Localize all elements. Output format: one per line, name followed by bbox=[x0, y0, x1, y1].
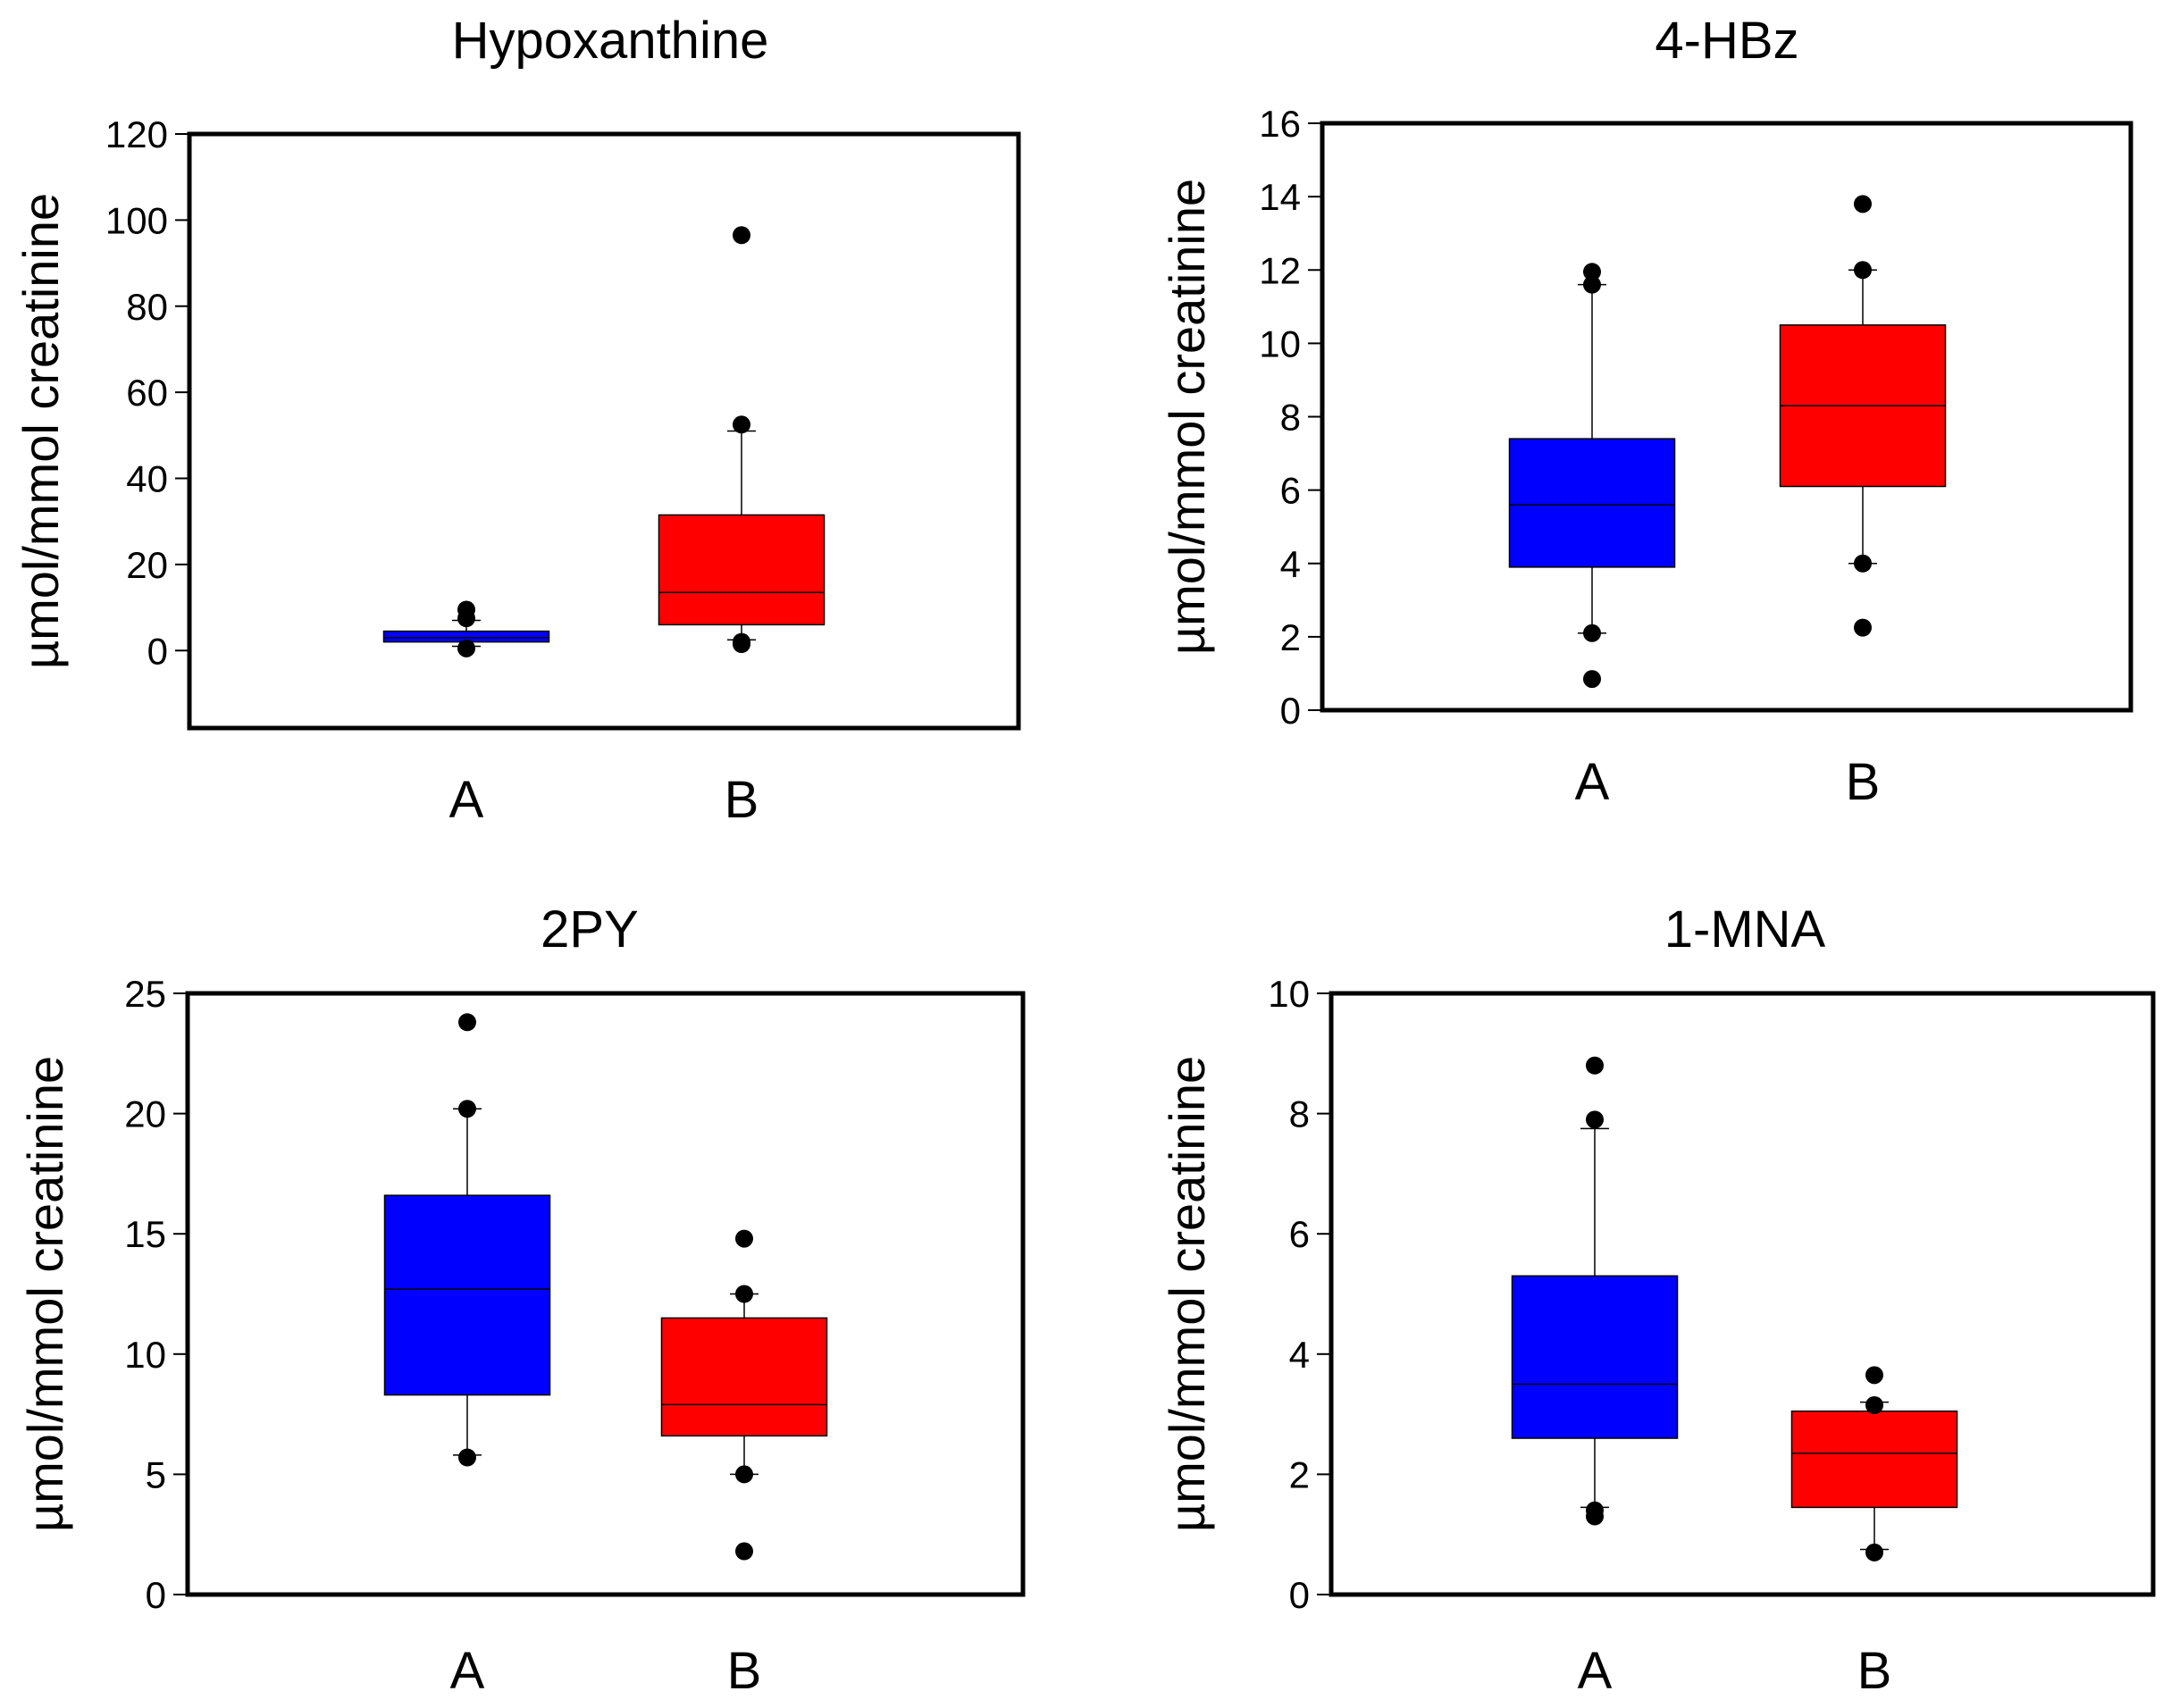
box-body bbox=[660, 1317, 828, 1437]
category-label: A bbox=[1578, 1642, 1613, 1700]
plot-frame bbox=[185, 991, 1026, 1597]
box-body bbox=[658, 514, 826, 626]
outlier-point bbox=[1586, 1056, 1604, 1075]
y-tick-label: 40 bbox=[126, 458, 168, 500]
y-axis-label: µmol/mmol creatinine bbox=[17, 1056, 73, 1532]
plot-frame bbox=[187, 131, 1021, 731]
panel-title: Hypoxanthine bbox=[452, 12, 769, 70]
outlier-point bbox=[1854, 261, 1872, 280]
y-tick-label: 10 bbox=[124, 1334, 166, 1376]
category-label: B bbox=[727, 1642, 762, 1700]
box-body bbox=[383, 1194, 551, 1396]
outlier-point bbox=[735, 1285, 753, 1303]
outlier-point bbox=[458, 1013, 476, 1032]
category-label: B bbox=[1846, 753, 1881, 811]
category-label: A bbox=[1575, 753, 1610, 811]
y-tick-label: 8 bbox=[1280, 397, 1301, 439]
plot-frame bbox=[1329, 991, 2156, 1597]
y-tick-label: 25 bbox=[124, 973, 166, 1015]
y-tick-label: 0 bbox=[1289, 1574, 1310, 1616]
outlier-point bbox=[735, 1229, 753, 1248]
panel-title: 1-MNA bbox=[1664, 900, 1826, 959]
outlier-point bbox=[1865, 1366, 1883, 1385]
y-tick-label: 60 bbox=[126, 372, 168, 414]
outlier-point bbox=[733, 415, 750, 434]
y-axis-label: µmol/mmol creatinine bbox=[1159, 1056, 1215, 1532]
outlier-point bbox=[1583, 624, 1601, 642]
box-B bbox=[658, 226, 826, 654]
y-tick-label: 4 bbox=[1280, 543, 1301, 585]
y-tick-label: 5 bbox=[146, 1453, 166, 1495]
y-axis-label: µmol/mmol creatinine bbox=[13, 193, 69, 669]
y-tick-label: 20 bbox=[126, 544, 168, 586]
y-tick-label: 2 bbox=[1289, 1453, 1310, 1495]
outlier-point bbox=[457, 600, 475, 619]
outlier-point bbox=[1865, 1396, 1883, 1415]
outlier-point bbox=[1583, 263, 1601, 281]
outlier-point bbox=[1583, 275, 1601, 294]
category-label: B bbox=[725, 771, 759, 829]
y-tick-label: 10 bbox=[1268, 973, 1310, 1015]
outlier-point bbox=[1586, 1110, 1604, 1129]
category-label: B bbox=[1857, 1642, 1892, 1700]
outlier-point bbox=[458, 1100, 476, 1118]
panel-title: 4-HBz bbox=[1655, 12, 1798, 70]
box-body bbox=[1511, 1275, 1679, 1439]
category-label: A bbox=[450, 1642, 485, 1700]
plot-frame bbox=[1320, 121, 2133, 713]
box-body bbox=[1508, 438, 1676, 568]
y-tick-label: 16 bbox=[1259, 103, 1301, 145]
outlier-point bbox=[1586, 1501, 1604, 1520]
outlier-point bbox=[457, 639, 475, 657]
outlier-point bbox=[733, 226, 750, 245]
y-tick-label: 6 bbox=[1289, 1213, 1310, 1255]
y-tick-label: 12 bbox=[1259, 249, 1301, 291]
y-tick-label: 6 bbox=[1280, 470, 1301, 512]
outlier-point bbox=[1865, 1543, 1883, 1561]
panel-0: Hypoxanthine µmol/mmol creatinine 0 20 40 60 8… bbox=[13, 12, 1021, 829]
outlier-point bbox=[458, 1448, 476, 1467]
outlier-point bbox=[735, 1542, 753, 1561]
box-B bbox=[660, 1229, 828, 1561]
box-body bbox=[1790, 1410, 1958, 1509]
y-tick-label: 80 bbox=[126, 286, 168, 328]
y-tick-label: 0 bbox=[1280, 690, 1301, 732]
y-tick-label: 14 bbox=[1259, 176, 1301, 218]
outlier-point bbox=[1854, 618, 1872, 637]
y-axis-label: µmol/mmol creatinine bbox=[1159, 179, 1215, 655]
outlier-point bbox=[1854, 554, 1872, 573]
y-tick-label: 100 bbox=[105, 199, 168, 241]
category-label: A bbox=[449, 771, 484, 829]
box-A bbox=[1511, 1056, 1679, 1526]
box-A bbox=[382, 600, 550, 657]
y-tick-label: 0 bbox=[146, 1574, 166, 1616]
box-B bbox=[1790, 1366, 1958, 1561]
y-tick-label: 120 bbox=[105, 113, 168, 155]
outlier-point bbox=[1583, 670, 1601, 689]
panel-2: 2PY µmol/mmol creatinine 0 5 10 15 20 25 A B bbox=[17, 900, 1026, 1700]
panel-3: 1-MNA µmol/mmol creatinine 0 2 4 6 8 10 A B bbox=[1159, 900, 2156, 1700]
box-A bbox=[1508, 263, 1676, 689]
panel-1: 4-HBz µmol/mmol creatinine 0 2 4 6 8 10 12 14 16 A B bbox=[1159, 12, 2133, 811]
y-tick-label: 0 bbox=[147, 630, 168, 672]
y-tick-label: 2 bbox=[1280, 616, 1301, 658]
y-tick-label: 15 bbox=[124, 1213, 166, 1255]
outlier-point bbox=[735, 1465, 753, 1484]
box-B bbox=[1779, 195, 1947, 637]
y-tick-label: 20 bbox=[124, 1093, 166, 1135]
y-tick-label: 10 bbox=[1259, 322, 1301, 364]
outlier-point bbox=[1854, 195, 1872, 214]
y-tick-label: 8 bbox=[1289, 1093, 1310, 1135]
outlier-point bbox=[733, 632, 750, 651]
panel-title: 2PY bbox=[541, 900, 639, 959]
y-tick-label: 4 bbox=[1289, 1334, 1310, 1376]
box-A bbox=[383, 1013, 551, 1467]
